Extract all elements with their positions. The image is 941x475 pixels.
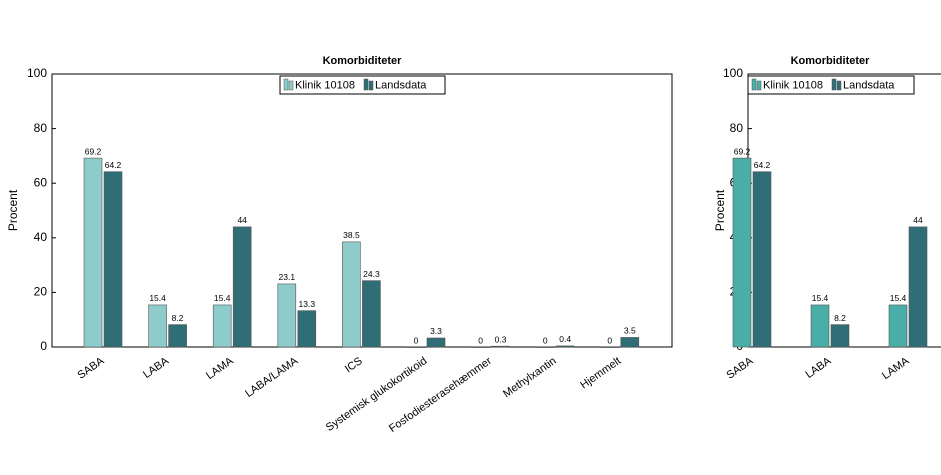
value-label: 0.3 (495, 334, 507, 344)
bar (732, 157, 752, 348)
legend-swatch (288, 80, 294, 91)
bar (810, 304, 830, 348)
bar (752, 171, 772, 348)
bar (600, 346, 620, 348)
value-label: 3.3 (430, 326, 442, 336)
value-label: 0 (607, 335, 612, 345)
value-label: 38.5 (343, 230, 360, 240)
value-label: 44 (913, 215, 923, 225)
value-label: 8.2 (172, 313, 184, 323)
value-label: 15.4 (890, 293, 907, 303)
legend-swatch (283, 78, 289, 91)
plot-frame (51, 73, 673, 348)
bar (168, 324, 187, 348)
bar (555, 345, 575, 348)
bar (342, 241, 361, 348)
value-label: 15.4 (812, 293, 829, 303)
y-tick-label: 100 (27, 66, 47, 80)
bar (535, 346, 555, 348)
x-tick-label: Hjemmelt (578, 355, 623, 391)
bar (362, 280, 381, 348)
value-label: 15.4 (149, 293, 166, 303)
value-label: 3.5 (624, 326, 636, 336)
bar (83, 157, 103, 348)
bar (888, 304, 908, 348)
value-label: 13.3 (299, 299, 316, 309)
value-label: 0 (414, 335, 419, 345)
bar (620, 337, 640, 348)
y-tick-label: 40 (34, 230, 48, 244)
chart-title: Komorbiditeter (791, 55, 871, 67)
bar (277, 283, 297, 348)
bar (297, 310, 317, 348)
value-label: 0 (478, 335, 483, 345)
value-label: 69.2 (85, 146, 102, 156)
y-tick-label: 60 (34, 175, 48, 189)
y-tick-label: 0 (40, 339, 47, 353)
bar (426, 337, 446, 348)
bar (908, 226, 928, 348)
value-label: 69.2 (734, 146, 751, 156)
y-tick-label: 100 (723, 66, 743, 80)
bar (148, 304, 167, 348)
value-label: 0.4 (559, 334, 571, 344)
x-tick-label: LAMA (880, 355, 912, 382)
value-label: 8.2 (834, 313, 846, 323)
y-axis-label: Procent (713, 189, 727, 231)
x-tick-label: LABA/LAMA (243, 355, 301, 400)
x-tick-label: ICS (343, 355, 365, 375)
x-tick-label: Methylxantin (501, 355, 558, 400)
value-label: 24.3 (363, 269, 380, 279)
bar (212, 304, 232, 348)
legend-swatch (751, 78, 757, 91)
value-label: 64.2 (105, 160, 122, 170)
legend-label: Landsdata (843, 79, 895, 91)
legend-label: Klinik 10108 (295, 79, 355, 91)
value-label: 23.1 (279, 272, 296, 282)
x-tick-label: SABA (724, 355, 755, 382)
legend-label: Klinik 10108 (763, 79, 823, 91)
x-tick-label: LAMA (204, 355, 236, 382)
x-tick-label: Systemisk glukokortikoid (324, 355, 430, 434)
bar (232, 226, 252, 348)
value-label: 0 (543, 335, 548, 345)
bar (406, 346, 426, 348)
bar (103, 171, 123, 348)
chart-title: Komorbiditeter (323, 55, 403, 67)
value-label: 64.2 (754, 160, 771, 170)
legend-swatch (363, 78, 369, 91)
x-tick-label: Fosfodiesterasehæmmer (387, 355, 494, 435)
x-tick-label: LABA (141, 355, 171, 381)
value-label: 15.4 (214, 293, 231, 303)
y-axis-label: Procent (6, 189, 20, 231)
legend-swatch (831, 78, 837, 91)
value-label: 44 (237, 215, 247, 225)
bar (491, 345, 510, 348)
legend-swatch (368, 80, 374, 91)
legend-label: Landsdata (375, 79, 427, 91)
bar (830, 324, 850, 348)
x-tick-label: SABA (75, 355, 106, 382)
x-tick-label: LABA (803, 355, 833, 381)
y-tick-label: 20 (34, 285, 48, 299)
y-tick-label: 80 (34, 121, 48, 135)
legend-box (279, 75, 446, 95)
legend-swatch (836, 80, 842, 91)
bar (471, 346, 490, 348)
y-tick-label: 80 (730, 121, 744, 135)
legend-swatch (756, 80, 762, 91)
legend-box (747, 75, 915, 95)
